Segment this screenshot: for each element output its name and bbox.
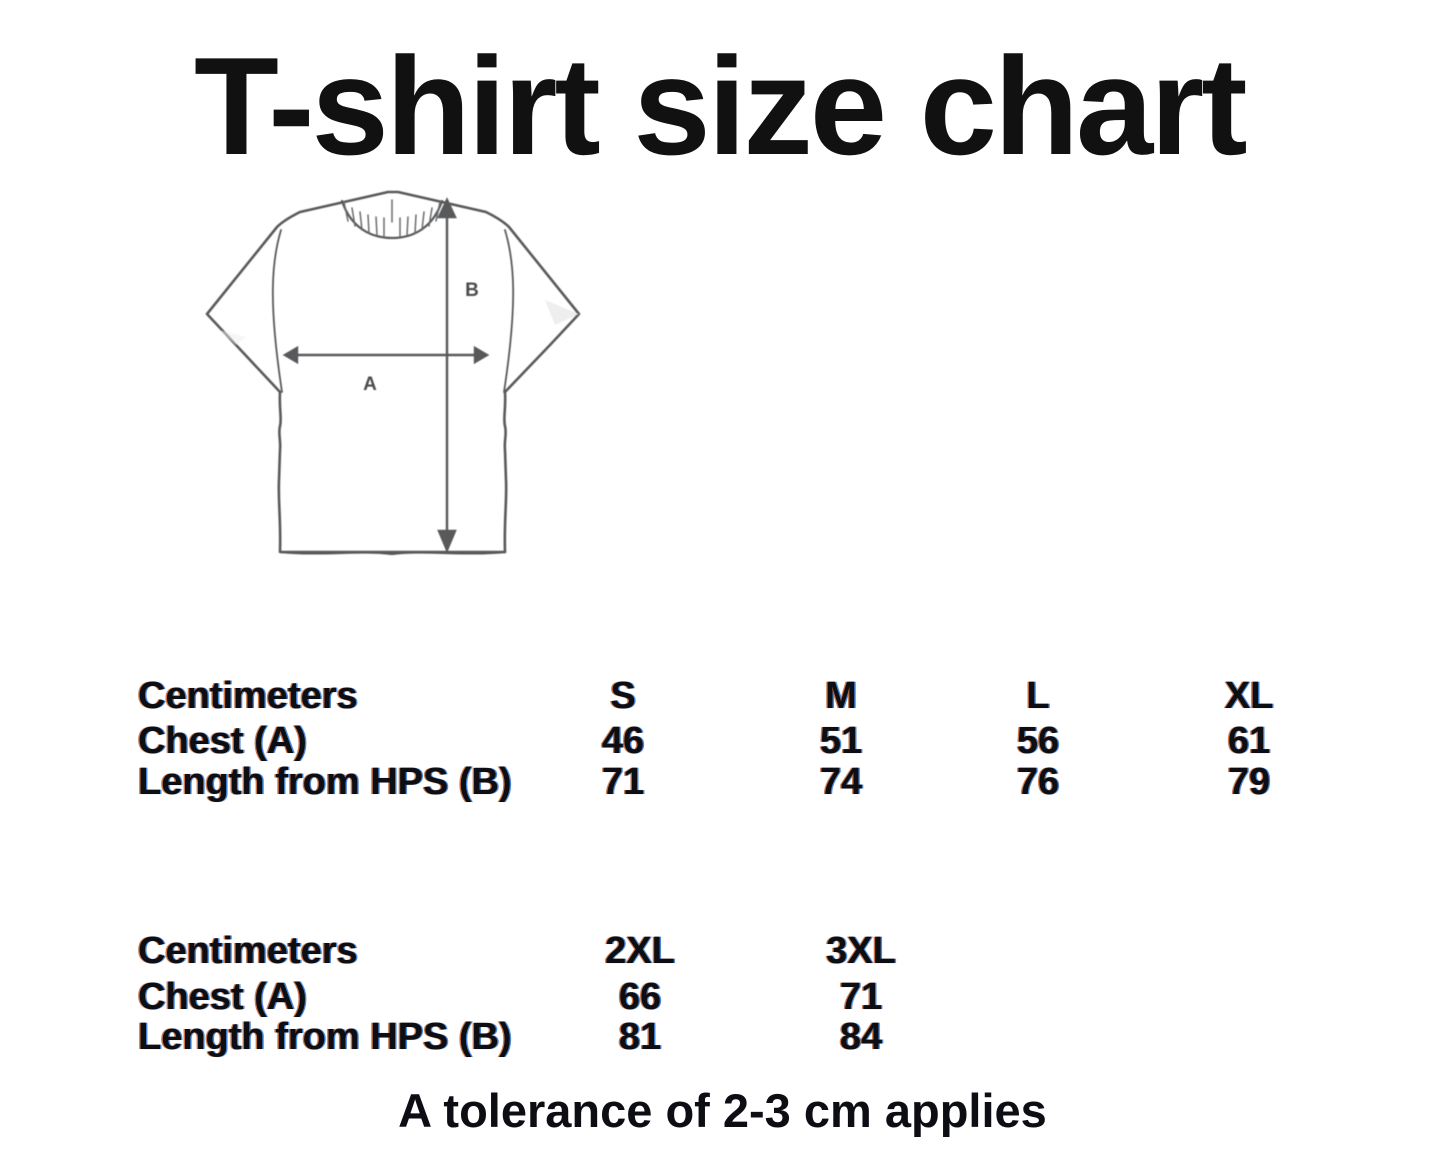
svg-text:A: A (363, 374, 377, 395)
svg-text:B: B (465, 280, 479, 301)
